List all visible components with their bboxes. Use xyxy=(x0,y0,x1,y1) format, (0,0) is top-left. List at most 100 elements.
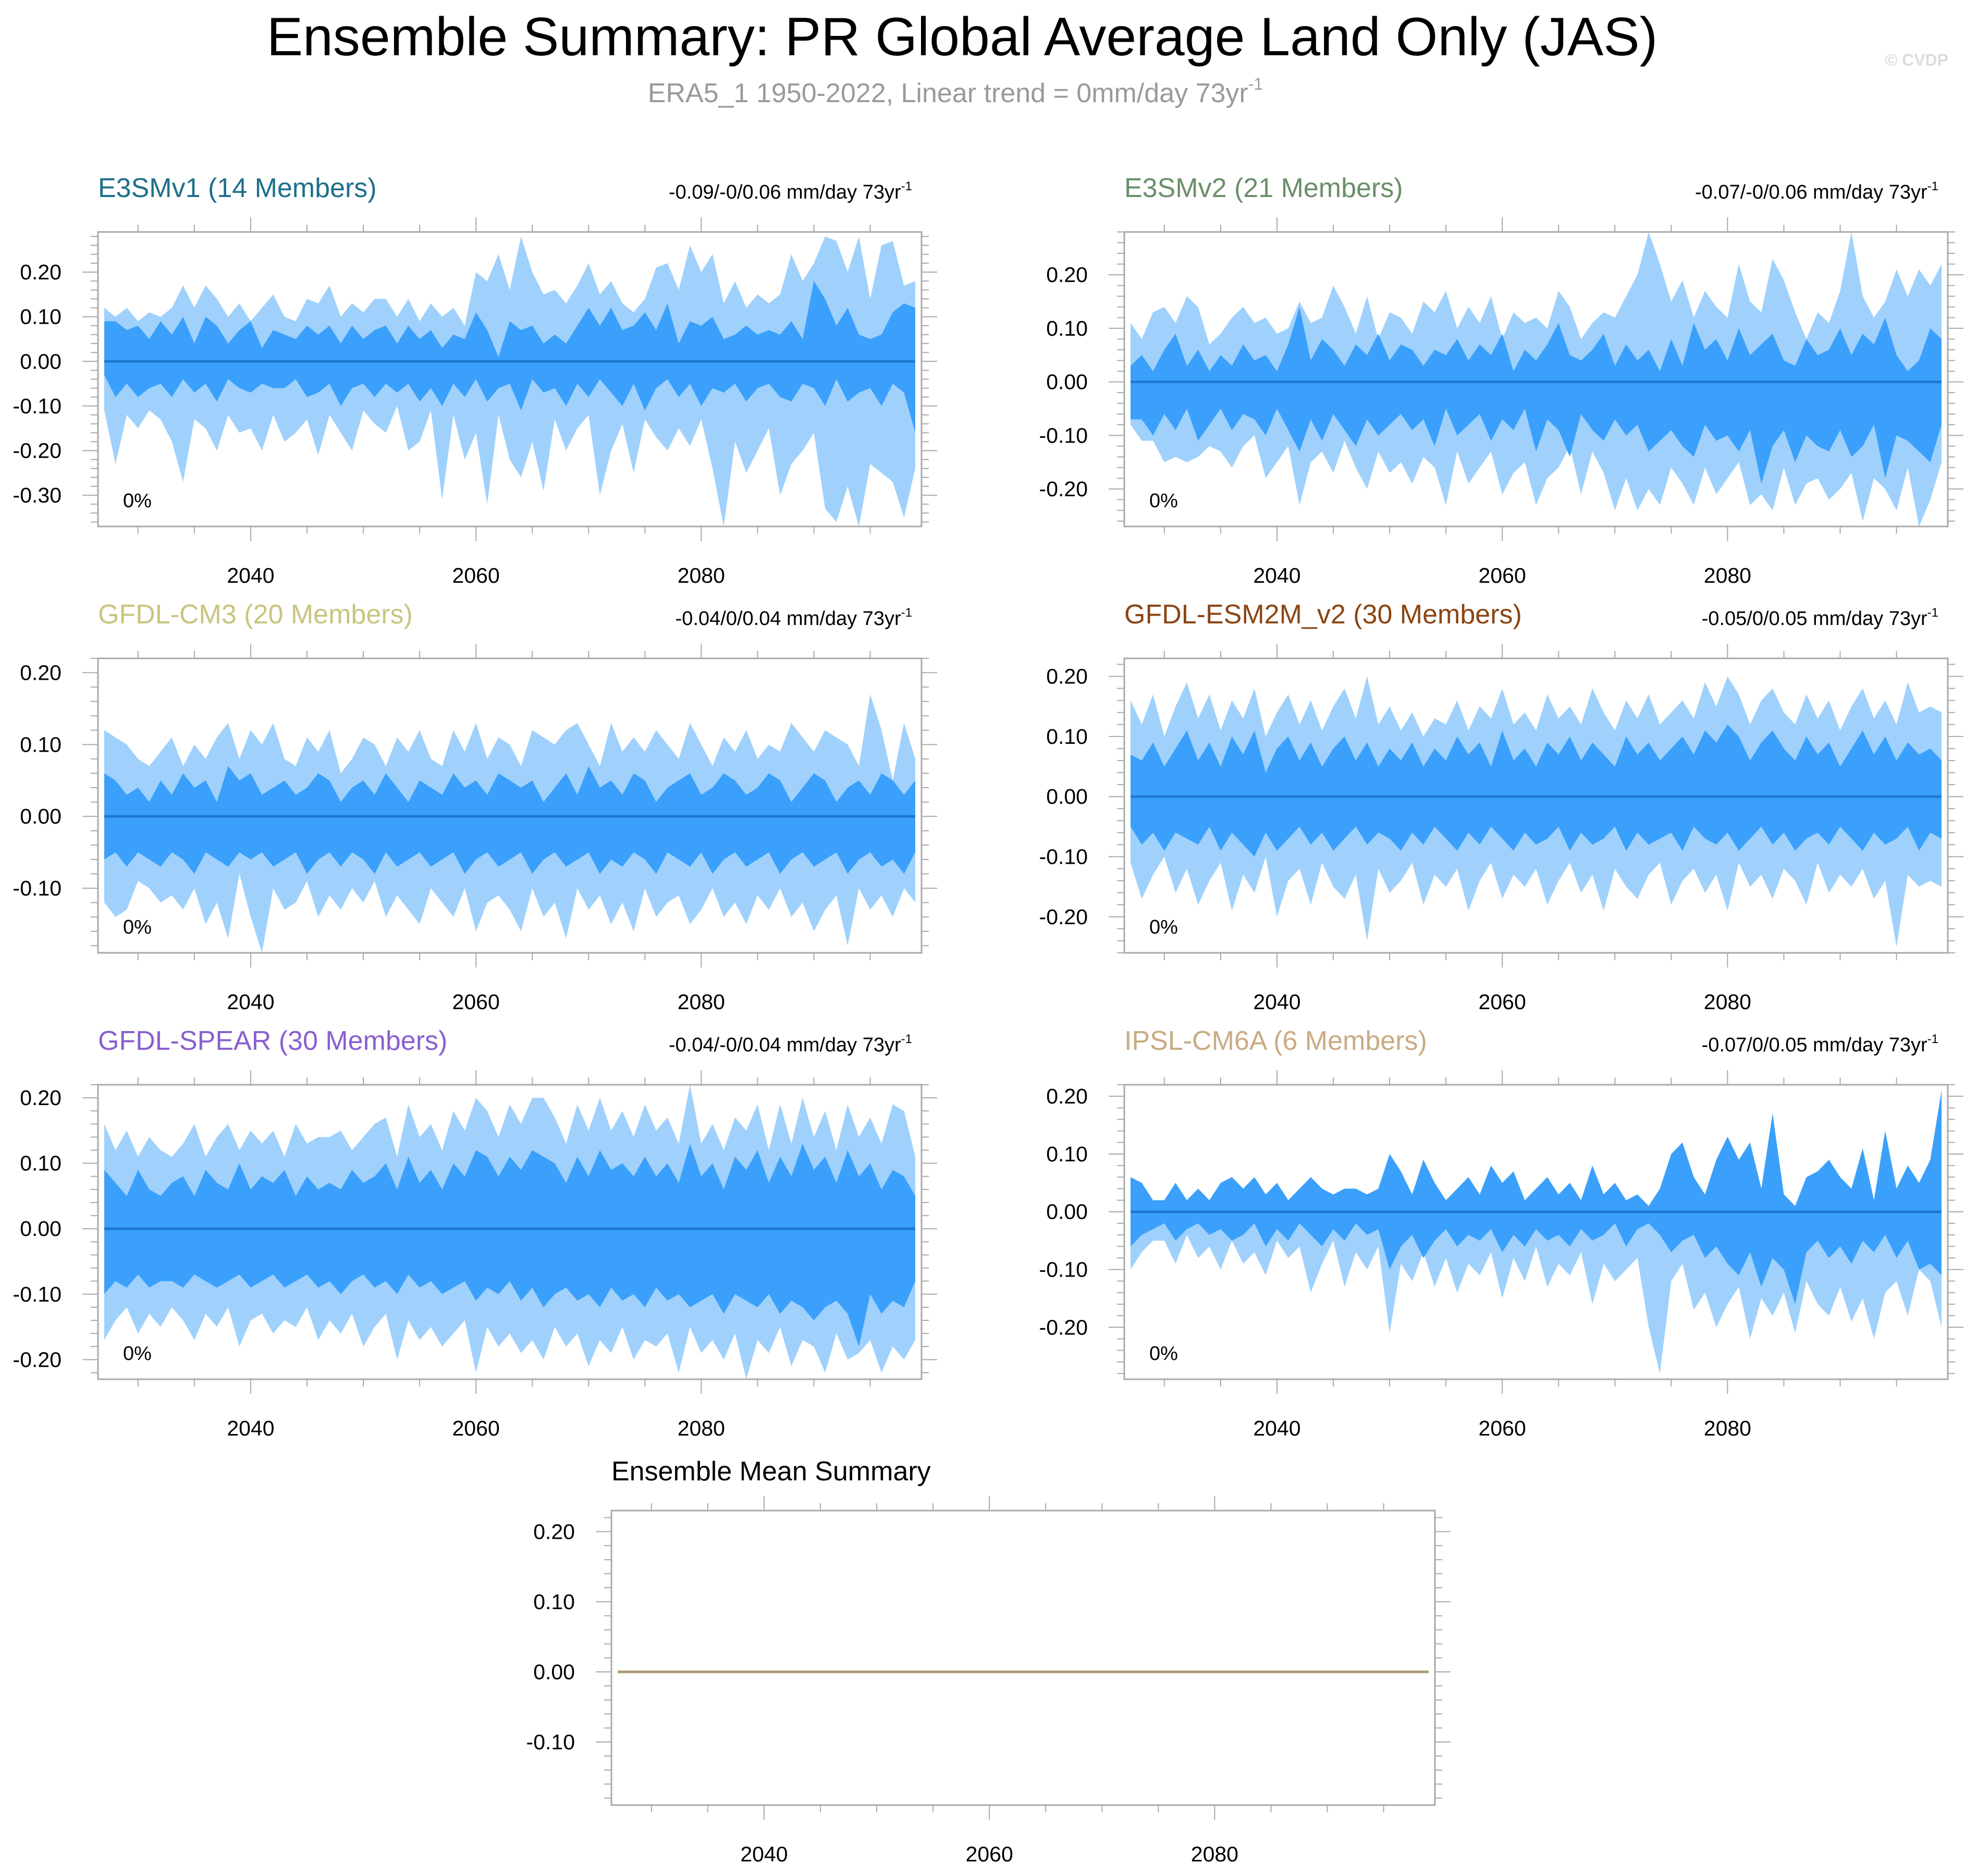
trend-stats-superscript: -1 xyxy=(1927,606,1938,620)
x-tick-label: 2040 xyxy=(227,1416,274,1440)
trend-stats-text: -0.07/0/0.05 mm/day 73yr xyxy=(1702,1034,1927,1056)
trend-stats: -0.07/-0/0.06 mm/day 73yr-1 xyxy=(1695,179,1938,203)
x-tick-label: 2080 xyxy=(678,563,725,587)
y-tick-label: 0.10 xyxy=(20,305,62,329)
y-tick-label: 0.20 xyxy=(20,260,62,284)
y-tick-label: 0.10 xyxy=(533,1590,575,1614)
y-tick-label: 0.20 xyxy=(1046,665,1088,689)
chart-panel-7: 0.20 0.10 0.00 -0.10 2040 2060 2080 Ensemble Me… xyxy=(526,1456,1451,1866)
y-tick-label: 0.00 xyxy=(533,1660,575,1684)
x-tick-label: 2040 xyxy=(740,1842,788,1866)
trend-stats-superscript: -1 xyxy=(1927,179,1938,193)
plot-frame xyxy=(97,657,923,954)
subtitle-text: ERA5_1 1950-2022, Linear trend = 0mm/day… xyxy=(648,78,1248,108)
percent-annotation: 0% xyxy=(1149,916,1178,938)
trend-stats-superscript: -1 xyxy=(901,1032,912,1046)
watermark: © CVDP xyxy=(1885,51,1948,69)
x-tick-label: 2080 xyxy=(1704,563,1751,587)
y-tick-label: 0.00 xyxy=(20,349,62,373)
subtitle-superscript: -1 xyxy=(1248,75,1263,93)
summary-title: Ensemble Mean Summary xyxy=(611,1456,931,1487)
chart-panel-6: 0.20 0.10 0.00 -0.10 -0.20 2040 2060 2080 IPSL-C… xyxy=(1039,1026,1963,1440)
x-tick-label: 2080 xyxy=(1704,1416,1751,1440)
trend-stats: -0.07/0/0.05 mm/day 73yr-1 xyxy=(1702,1032,1938,1056)
x-tick-label: 2060 xyxy=(1479,990,1526,1014)
inner-range-band xyxy=(1131,306,1942,484)
trend-stats-text: -0.07/-0/0.06 mm/day 73yr xyxy=(1695,181,1927,203)
model-title: GFDL-CM3 (20 Members) xyxy=(98,599,413,630)
model-title: E3SMv1 (14 Members) xyxy=(98,173,377,203)
y-tick-label: 0.00 xyxy=(1046,784,1088,808)
x-tick-label: 2060 xyxy=(1479,563,1526,587)
trend-stats: -0.09/-0/0.06 mm/day 73yr-1 xyxy=(669,179,912,203)
plot-frame xyxy=(1123,657,1949,954)
y-tick-label: -0.10 xyxy=(13,394,62,418)
y-tick-label: -0.30 xyxy=(13,483,62,507)
y-tick-label: 0.00 xyxy=(20,1217,62,1241)
inner-range-band xyxy=(1131,1090,1942,1304)
chart-panel-4: 0.20 0.10 0.00 -0.10 -0.20 2040 2060 2080 GFDL-E… xyxy=(1039,599,1963,1014)
percent-annotation: 0% xyxy=(123,1343,152,1365)
trend-stats-superscript: -1 xyxy=(1927,1032,1938,1046)
y-tick-label: 0.20 xyxy=(1046,1084,1088,1108)
x-tick-label: 2040 xyxy=(1253,1416,1300,1440)
x-tick-label: 2080 xyxy=(678,990,725,1014)
inner-range-band xyxy=(1131,724,1942,857)
chart-panel-2: 0.20 0.10 0.00 -0.10 -0.20 2040 2060 2080 E3SMv2… xyxy=(1039,173,1963,587)
x-tick-label: 2040 xyxy=(227,990,274,1014)
y-tick-label: 0.10 xyxy=(1046,725,1088,749)
y-tick-label: -0.10 xyxy=(13,1282,62,1306)
percent-annotation: 0% xyxy=(123,916,152,938)
x-tick-label: 2040 xyxy=(1253,563,1300,587)
trend-stats: -0.04/-0/0.04 mm/day 73yr-1 xyxy=(669,1032,912,1056)
inner-range-band xyxy=(104,766,915,874)
trend-stats-superscript: -1 xyxy=(901,606,912,620)
percent-annotation: 0% xyxy=(1149,490,1178,512)
inner-range-band xyxy=(104,1144,915,1347)
trend-stats: -0.04/0/0.04 mm/day 73yr-1 xyxy=(676,606,912,630)
trend-stats-text: -0.09/-0/0.06 mm/day 73yr xyxy=(669,181,901,203)
y-tick-label: 0.20 xyxy=(20,1086,62,1110)
model-title: E3SMv2 (21 Members) xyxy=(1124,173,1403,203)
x-tick-label: 2040 xyxy=(1253,990,1300,1014)
plot-frame xyxy=(610,1510,1436,1806)
x-tick-label: 2080 xyxy=(1191,1842,1238,1866)
chart-panel-5: 0.20 0.10 0.00 -0.10 -0.20 2040 2060 2080 GFDL-S… xyxy=(13,1026,937,1440)
y-tick-label: -0.20 xyxy=(13,1347,62,1371)
y-tick-label: -0.10 xyxy=(1039,423,1088,447)
y-tick-label: -0.20 xyxy=(1039,905,1088,929)
percent-annotation: 0% xyxy=(1149,1343,1178,1365)
inner-range-band xyxy=(104,281,915,433)
figure-title: Ensemble Summary: PR Global Average Land… xyxy=(267,7,1658,67)
figure-subtitle: ERA5_1 1950-2022, Linear trend = 0mm/day… xyxy=(648,75,1263,108)
y-tick-label: -0.10 xyxy=(1039,1258,1088,1282)
y-tick-label: 0.20 xyxy=(20,661,62,685)
panels-layer: 0.20 0.10 0.00 -0.10 -0.20 -0.30 2040 2060 2080 E… xyxy=(13,173,1963,1866)
x-tick-label: 2060 xyxy=(452,563,500,587)
y-tick-label: 0.10 xyxy=(1046,316,1088,340)
y-tick-label: 0.10 xyxy=(20,732,62,756)
y-tick-label: -0.20 xyxy=(1039,1315,1088,1339)
y-tick-label: 0.00 xyxy=(20,804,62,828)
model-title: GFDL-SPEAR (30 Members) xyxy=(98,1026,447,1056)
trend-stats-text: -0.04/-0/0.04 mm/day 73yr xyxy=(669,1034,901,1056)
x-tick-label: 2060 xyxy=(452,990,500,1014)
y-tick-label: -0.20 xyxy=(1039,477,1088,501)
chart-panel-3: 0.20 0.10 0.00 -0.10 2040 2060 2080 GFDL-CM3 (2… xyxy=(13,599,937,1014)
x-tick-label: 2060 xyxy=(966,1842,1013,1866)
x-tick-label: 2060 xyxy=(1479,1416,1526,1440)
plot-frame xyxy=(97,1084,923,1380)
model-title: IPSL-CM6A (6 Members) xyxy=(1124,1026,1427,1056)
trend-stats-superscript: -1 xyxy=(901,179,912,193)
trend-stats-text: -0.04/0/0.04 mm/day 73yr xyxy=(676,608,901,630)
y-tick-label: -0.20 xyxy=(13,438,62,462)
percent-annotation: 0% xyxy=(123,490,152,512)
y-tick-label: 0.10 xyxy=(20,1151,62,1175)
plot-frame xyxy=(1123,231,1949,528)
x-tick-label: 2060 xyxy=(452,1416,500,1440)
y-tick-label: -0.10 xyxy=(526,1730,575,1754)
y-tick-label: 0.00 xyxy=(1046,370,1088,394)
chart-panel-1: 0.20 0.10 0.00 -0.10 -0.20 -0.30 2040 2060 2080 E… xyxy=(13,173,937,587)
y-tick-label: 0.10 xyxy=(1046,1142,1088,1166)
